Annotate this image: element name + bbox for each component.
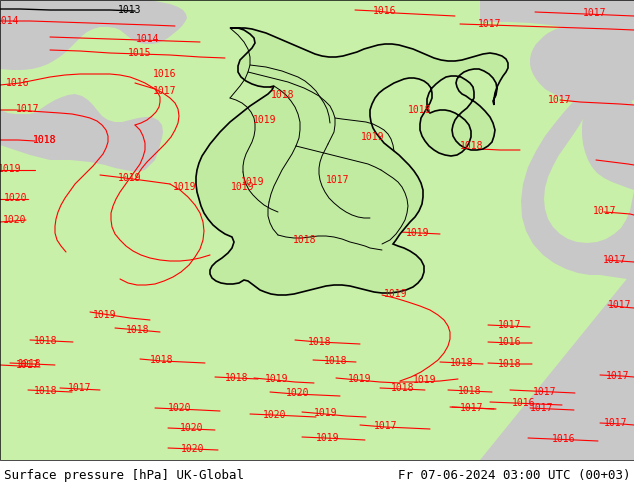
Text: 1017: 1017 bbox=[16, 104, 40, 114]
Text: 1017: 1017 bbox=[530, 403, 553, 413]
Text: 1018: 1018 bbox=[391, 383, 415, 393]
Text: Surface pressure [hPa] UK-Global: Surface pressure [hPa] UK-Global bbox=[4, 468, 244, 482]
Text: 1016: 1016 bbox=[6, 78, 30, 88]
Text: 1020: 1020 bbox=[181, 444, 205, 454]
Text: 1017: 1017 bbox=[478, 19, 501, 29]
Text: 1017: 1017 bbox=[374, 421, 398, 431]
Text: 1017: 1017 bbox=[548, 95, 572, 105]
Text: 1019: 1019 bbox=[231, 182, 255, 192]
Text: 1018: 1018 bbox=[33, 135, 57, 145]
Text: 1020: 1020 bbox=[4, 193, 28, 203]
Polygon shape bbox=[196, 28, 508, 295]
Text: 1017: 1017 bbox=[460, 403, 484, 413]
Text: 1019: 1019 bbox=[406, 228, 430, 238]
Text: 1018: 1018 bbox=[34, 386, 58, 396]
Text: 1019: 1019 bbox=[253, 115, 277, 125]
Text: 1018: 1018 bbox=[460, 141, 484, 151]
Text: 1017: 1017 bbox=[606, 371, 630, 381]
Text: 1017: 1017 bbox=[498, 320, 522, 330]
Text: 1017: 1017 bbox=[608, 300, 631, 310]
Text: 1018: 1018 bbox=[498, 359, 522, 369]
Text: 1019: 1019 bbox=[316, 433, 340, 443]
Text: 1017: 1017 bbox=[153, 86, 177, 96]
Text: 1019: 1019 bbox=[93, 310, 117, 320]
Text: Fr 07-06-2024 03:00 UTC (00+03): Fr 07-06-2024 03:00 UTC (00+03) bbox=[398, 468, 630, 482]
Bar bbox=[0, 460, 634, 490]
Text: 1015: 1015 bbox=[128, 48, 152, 58]
Text: 1014: 1014 bbox=[136, 34, 160, 44]
Text: 1018: 1018 bbox=[18, 359, 42, 369]
Text: 1018: 1018 bbox=[324, 356, 348, 366]
Text: 1017: 1017 bbox=[583, 8, 607, 18]
Text: 1019: 1019 bbox=[314, 408, 338, 418]
Text: 1020: 1020 bbox=[263, 410, 287, 420]
Text: 1019: 1019 bbox=[242, 177, 265, 187]
Text: 1019: 1019 bbox=[413, 375, 437, 385]
Text: 1019: 1019 bbox=[173, 182, 197, 192]
Text: 1018: 1018 bbox=[225, 373, 249, 383]
Text: 1018: 1018 bbox=[271, 90, 295, 100]
Text: 1019: 1019 bbox=[265, 374, 288, 384]
Text: 1018: 1018 bbox=[408, 105, 432, 115]
Text: 1017: 1017 bbox=[533, 387, 557, 397]
Text: 1016: 1016 bbox=[498, 337, 522, 347]
Text: 1018: 1018 bbox=[126, 325, 150, 335]
Text: 1017: 1017 bbox=[604, 418, 628, 428]
Text: 1017: 1017 bbox=[16, 360, 40, 370]
Text: 1019: 1019 bbox=[348, 374, 372, 384]
Text: 1017: 1017 bbox=[603, 255, 627, 265]
Text: 1019: 1019 bbox=[0, 164, 22, 174]
Text: 1017: 1017 bbox=[593, 206, 617, 216]
Text: 1019: 1019 bbox=[384, 289, 408, 299]
Text: 1016: 1016 bbox=[512, 398, 536, 408]
Polygon shape bbox=[480, 90, 634, 460]
Text: 1018: 1018 bbox=[150, 355, 174, 365]
Text: 1017: 1017 bbox=[327, 175, 350, 185]
Polygon shape bbox=[580, 87, 634, 280]
Text: 1018: 1018 bbox=[450, 358, 474, 368]
Text: 1020: 1020 bbox=[3, 215, 27, 225]
Text: 1020: 1020 bbox=[286, 388, 310, 398]
Polygon shape bbox=[0, 0, 187, 70]
Text: 1019: 1019 bbox=[361, 132, 385, 142]
Polygon shape bbox=[480, 0, 634, 107]
Polygon shape bbox=[0, 0, 163, 172]
Text: 1020: 1020 bbox=[180, 423, 204, 433]
Text: 1020: 1020 bbox=[168, 403, 191, 413]
Text: 1014: 1014 bbox=[0, 16, 20, 26]
Text: 1016: 1016 bbox=[552, 434, 576, 444]
Text: 1018: 1018 bbox=[294, 235, 317, 245]
Text: 1018: 1018 bbox=[458, 386, 482, 396]
Text: 1018: 1018 bbox=[308, 337, 332, 347]
Text: 1019: 1019 bbox=[119, 173, 142, 183]
Text: 1017: 1017 bbox=[68, 383, 92, 393]
Text: 1013: 1013 bbox=[119, 5, 142, 15]
Text: 1018: 1018 bbox=[33, 135, 57, 145]
Text: 1016: 1016 bbox=[373, 6, 397, 16]
Text: 1018: 1018 bbox=[34, 336, 58, 346]
Text: 1016: 1016 bbox=[153, 69, 177, 79]
